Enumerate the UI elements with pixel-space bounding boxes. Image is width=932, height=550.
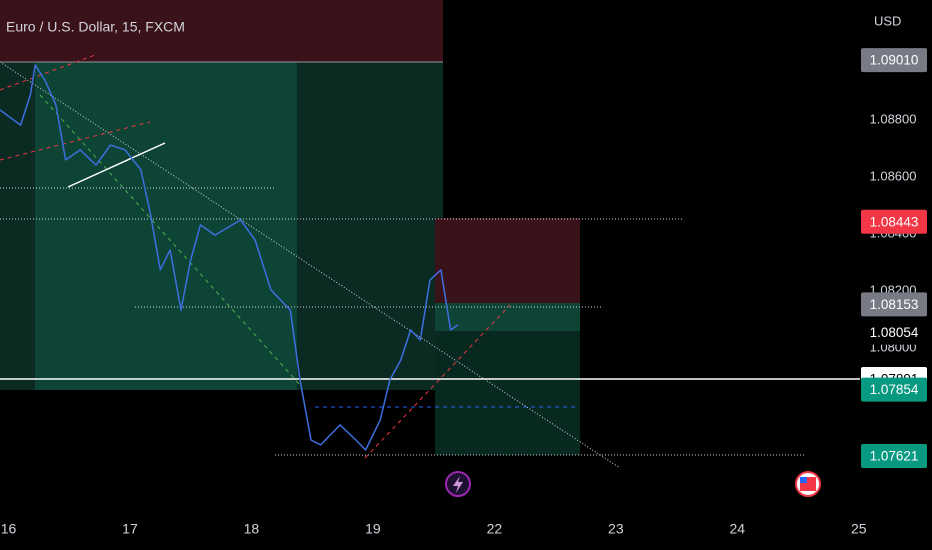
- flag: [800, 477, 807, 483]
- price-tag-label: 1.07854: [870, 382, 919, 397]
- target-zone: [35, 62, 297, 390]
- price-tag-label: 1.09010: [870, 53, 919, 68]
- price-tag: [861, 292, 927, 317]
- target-zone: [297, 62, 443, 390]
- x-tick-label: 17: [122, 521, 138, 537]
- price-line: [0, 64, 459, 451]
- x-tick-label: 18: [244, 521, 260, 537]
- channel-line: [364, 304, 511, 459]
- x-tick-label: 25: [851, 521, 867, 537]
- target-zone: [0, 62, 35, 390]
- price-tag-label: 1.08054: [870, 325, 919, 340]
- trend-line: [0, 61, 621, 469]
- lightning: [453, 476, 463, 493]
- x-tick-label: 23: [608, 521, 624, 537]
- price-tag: [861, 377, 927, 402]
- axis-label: USD: [874, 13, 901, 28]
- x-tick-label: 22: [487, 521, 503, 537]
- stop-zone: [435, 218, 580, 303]
- price-tag-label: 1.08443: [870, 214, 919, 229]
- price-tag: [861, 320, 927, 345]
- channel-line: [0, 121, 151, 161]
- price-tag: [861, 48, 927, 73]
- x-tick-label: 24: [730, 521, 746, 537]
- price-tag-label: 1.08153: [870, 297, 919, 312]
- y-tick-label: 1.08600: [870, 168, 917, 183]
- icons: [445, 471, 821, 497]
- target-zone: [435, 331, 580, 455]
- target-zone: [435, 303, 580, 331]
- y-tick-label: 1.08800: [870, 111, 917, 126]
- price-tag-label: 1.07621: [870, 449, 919, 464]
- stop-zone: [0, 0, 443, 62]
- price-tag: [861, 209, 927, 234]
- chart-title: Euro / U.S. Dollar, 15, FXCM: [6, 19, 185, 35]
- trend-line: [67, 142, 166, 188]
- price-tag: [861, 444, 927, 469]
- trend-line: [39, 94, 301, 386]
- x-tick-label: 16: [1, 521, 17, 537]
- channel-line: [0, 54, 96, 91]
- plot: [0, 64, 459, 451]
- x-tick-label: 19: [365, 521, 381, 537]
- drawings: [0, 0, 860, 469]
